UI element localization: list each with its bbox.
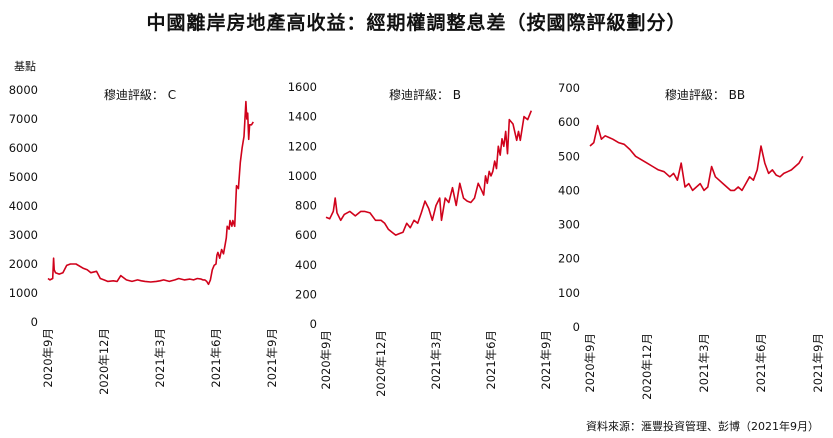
panel-rating-label: 穆迪評級： BB bbox=[665, 87, 745, 102]
y-tick-label: 6000 bbox=[9, 141, 38, 155]
x-tick-label: 2020年9月 bbox=[319, 330, 333, 390]
y-tick-label: 400 bbox=[295, 258, 317, 272]
y-tick-label: 5000 bbox=[9, 170, 38, 184]
x-tick-label: 2021年6月 bbox=[209, 328, 223, 388]
y-tick-label: 1000 bbox=[9, 286, 38, 300]
y-tick-label: 3000 bbox=[9, 228, 38, 242]
y-tick-label: 0 bbox=[573, 320, 580, 334]
y-tick-label: 100 bbox=[558, 286, 580, 300]
x-tick-label: 2020年12月 bbox=[97, 328, 111, 395]
y-tick-label: 800 bbox=[295, 199, 317, 213]
y-tick-label: 2000 bbox=[9, 257, 38, 271]
panel-moody-c: 穆迪評級： C 0 1000 2000 3000 4000 5000 6000 7000 8000… bbox=[9, 83, 279, 395]
y-axis-unit-label: 基點 bbox=[14, 60, 36, 73]
x-tick-label: 2021年6月 bbox=[754, 333, 768, 393]
x-tick-label: 2021年9月 bbox=[539, 330, 553, 390]
source-note: 資料來源：滙豐投資管理、彭博（2021年9月） bbox=[586, 420, 819, 433]
series-line-c bbox=[47, 100, 254, 286]
y-tick-label: 700 bbox=[558, 81, 580, 95]
x-tick-label: 2021年3月 bbox=[153, 328, 167, 388]
x-tick-label: 2020年9月 bbox=[41, 328, 55, 388]
y-tick-label: 200 bbox=[295, 287, 317, 301]
panel-rating-label: 穆迪評級： B bbox=[389, 87, 461, 102]
x-tick-label: 2021年9月 bbox=[811, 333, 825, 393]
y-tick-label: 8000 bbox=[9, 83, 38, 97]
panel-moody-bb: 穆迪評級： BB 0 100 200 300 400 500 600 700 2020年9月 202… bbox=[558, 81, 825, 400]
y-tick-label: 0 bbox=[310, 317, 317, 331]
y-tick-label: 1200 bbox=[288, 139, 317, 153]
y-tick-label: 4000 bbox=[9, 199, 38, 213]
y-tick-label: 7000 bbox=[9, 112, 38, 126]
series-line-bb bbox=[589, 124, 804, 192]
x-tick-label: 2021年3月 bbox=[429, 330, 443, 390]
y-tick-label: 600 bbox=[558, 115, 580, 129]
x-tick-label: 2021年6月 bbox=[484, 330, 498, 390]
y-tick-label: 1400 bbox=[288, 110, 317, 124]
y-tick-label: 1000 bbox=[288, 169, 317, 183]
y-tick-label: 0 bbox=[31, 315, 38, 329]
x-tick-label: 2021年3月 bbox=[697, 333, 711, 393]
x-tick-label: 2020年12月 bbox=[640, 333, 654, 400]
y-tick-label: 300 bbox=[558, 218, 580, 232]
series-line-b bbox=[325, 110, 533, 236]
panel-moody-b: 穆迪評級： B 0 200 400 600 800 1000 1200 1400 1600 2020… bbox=[288, 80, 553, 397]
x-tick-label: 2020年12月 bbox=[374, 330, 388, 397]
y-tick-label: 600 bbox=[295, 228, 317, 242]
chart-title: 中國離岸房地產高收益：經期權調整息差（按國際評級劃分） bbox=[146, 12, 687, 34]
y-tick-label: 400 bbox=[558, 183, 580, 197]
panel-rating-label: 穆迪評級： C bbox=[104, 87, 176, 102]
x-tick-label: 2021年9月 bbox=[265, 328, 279, 388]
y-tick-label: 200 bbox=[558, 252, 580, 266]
y-tick-label: 1600 bbox=[288, 80, 317, 94]
x-tick-label: 2020年9月 bbox=[583, 333, 597, 393]
y-tick-label: 500 bbox=[558, 149, 580, 163]
